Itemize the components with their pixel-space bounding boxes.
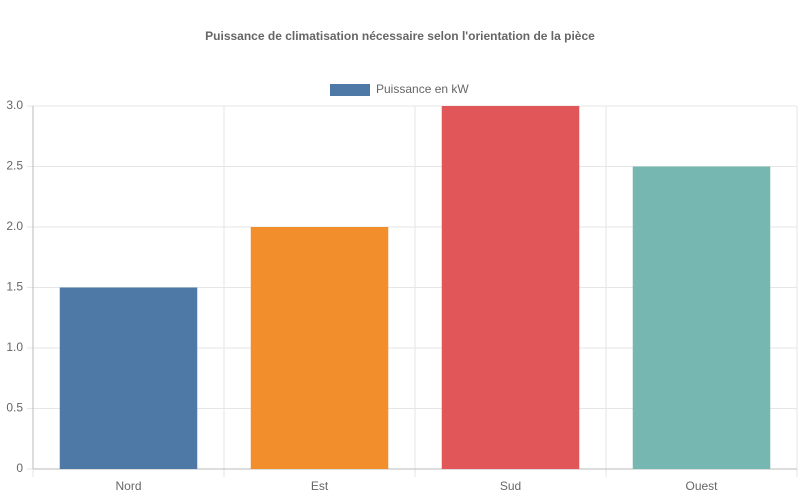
x-tick-label: Ouest	[685, 479, 718, 493]
legend-label: Puissance en kW	[376, 82, 469, 96]
y-tick-label: 1.0	[6, 340, 23, 354]
x-tick-label: Nord	[115, 479, 141, 493]
bar	[632, 166, 771, 469]
bar	[441, 106, 580, 469]
y-tick-label: 3.0	[6, 98, 23, 112]
bar	[250, 227, 389, 469]
y-tick-label: 1.5	[6, 280, 23, 294]
chart-title: Puissance de climatisation nécessaire se…	[205, 29, 595, 43]
y-tick-label: 2.5	[6, 159, 23, 173]
y-tick-label: 0	[16, 461, 23, 475]
x-tick-label: Est	[311, 479, 329, 493]
bar	[59, 287, 198, 469]
x-tick-label: Sud	[500, 479, 521, 493]
y-tick-label: 2.0	[6, 219, 23, 233]
legend-swatch	[330, 84, 370, 96]
y-tick-label: 0.5	[6, 401, 23, 415]
